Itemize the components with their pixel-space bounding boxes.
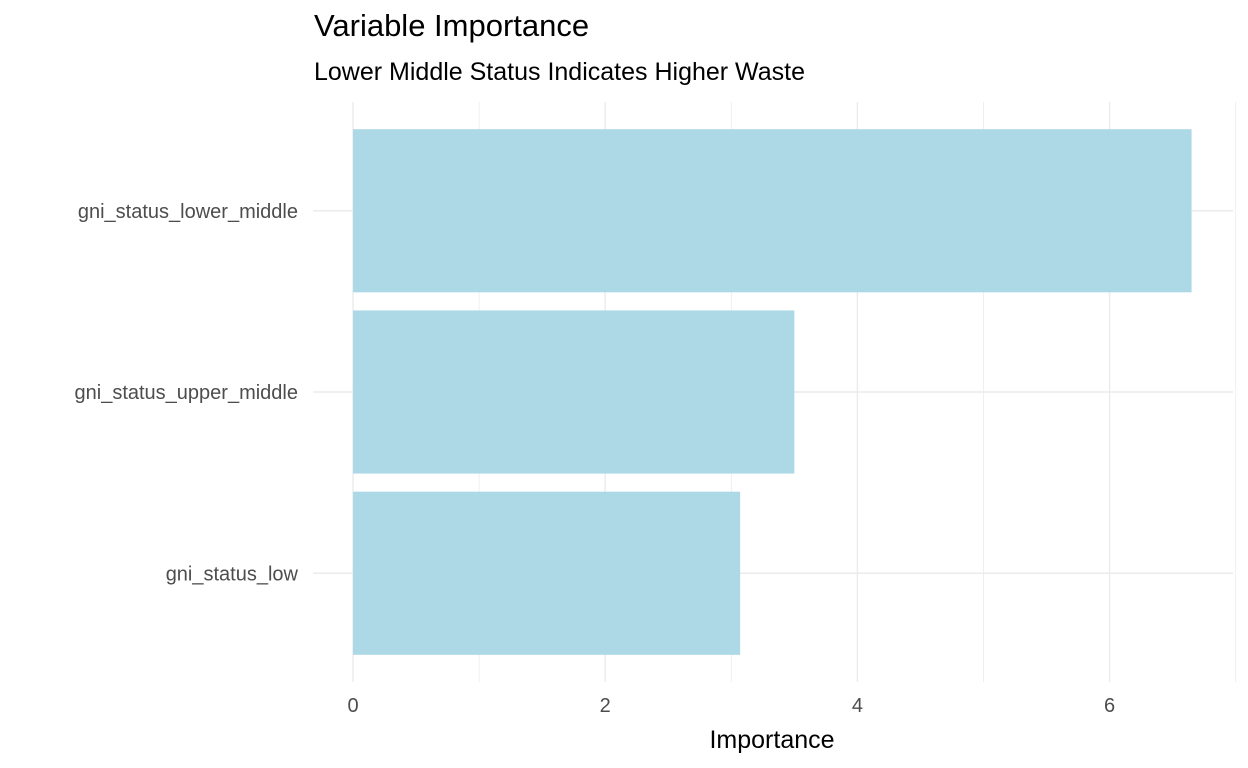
bar-gni_status_upper_middle — [353, 310, 795, 474]
y-tick-label: gni_status_upper_middle — [75, 382, 299, 404]
bar-gni_status_lower_middle — [353, 129, 1192, 293]
bars — [353, 129, 1192, 655]
x-tick-label: 2 — [600, 695, 611, 717]
x-tick-label: 6 — [1104, 695, 1115, 717]
y-tick-label: gni_status_lower_middle — [78, 201, 298, 223]
chart-title: Variable Importance — [314, 8, 590, 43]
y-tick-labels: gni_status_lower_middle gni_status_upper_… — [75, 201, 299, 586]
x-axis-title: Importance — [709, 726, 834, 754]
bar-gni_status_low — [353, 491, 741, 655]
y-tick-label: gni_status_low — [166, 563, 299, 585]
x-tick-labels: 0 2 4 6 — [347, 695, 1115, 717]
x-tick-label: 4 — [852, 695, 863, 717]
x-tick-label: 0 — [347, 695, 358, 717]
chart-subtitle: Lower Middle Status Indicates Higher Was… — [314, 58, 805, 86]
